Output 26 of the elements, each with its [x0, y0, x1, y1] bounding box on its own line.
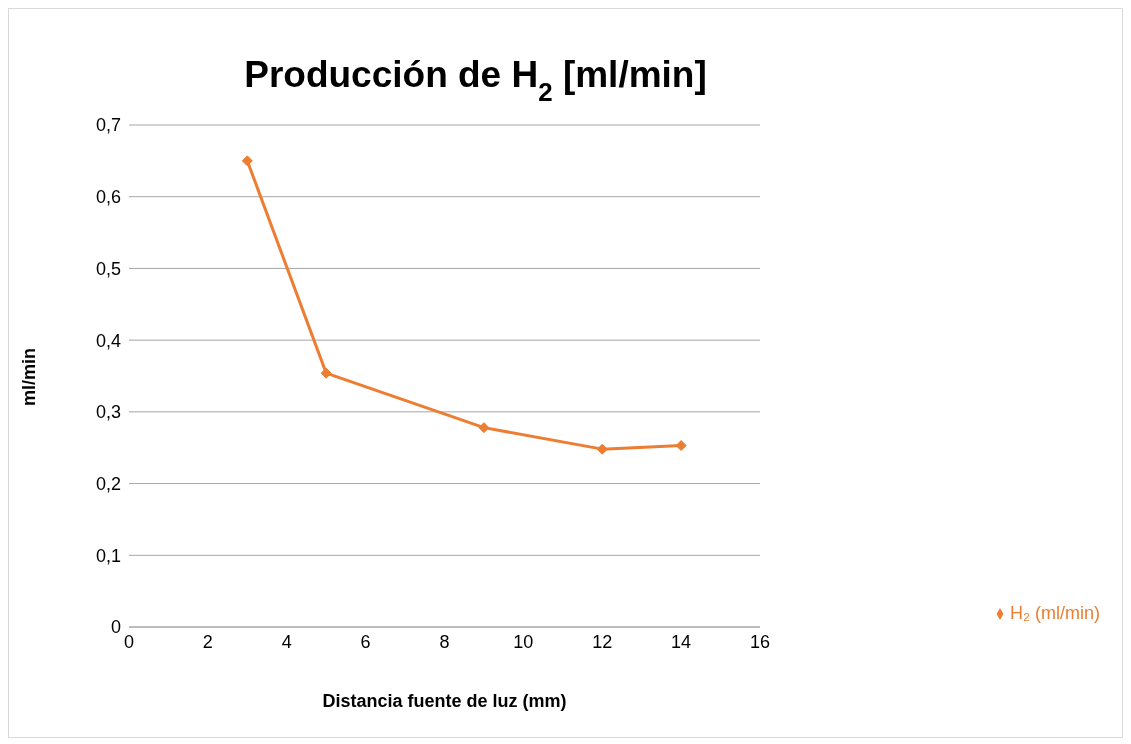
point: [478, 422, 490, 434]
point: [675, 440, 687, 452]
y-tick-label: 0,6: [95, 187, 121, 208]
x-tick-label: 0: [123, 631, 135, 652]
y-tick-label: 0,1: [95, 545, 121, 566]
y-tick-label: 0,3: [95, 402, 121, 423]
point: [320, 367, 332, 379]
x-tick-label: 6: [360, 631, 371, 652]
x-tick-label: 8: [439, 631, 450, 652]
chart-title: Producción de H$_{2}$ [ml/min]: [244, 54, 707, 106]
y-tick-label: 0,2: [95, 473, 121, 494]
point: [241, 155, 253, 167]
y-tick-label: 0,4: [95, 330, 121, 351]
x-axis-title: Distancia fuente de luz (mm): [322, 691, 567, 711]
x-tick-label: 2: [202, 631, 213, 652]
legend-label: H₂ (ml/min): [1010, 603, 1100, 623]
x-tick-label: 16: [750, 631, 771, 652]
y-tick-label: 0,7: [95, 115, 121, 136]
y-tick-label: 0,5: [95, 258, 121, 279]
y-axis-title: ml/min: [19, 347, 40, 406]
x-tick-label: 4: [281, 631, 292, 652]
point: [596, 443, 608, 455]
y-tick-label: 0: [110, 617, 121, 638]
x-tick-label: 12: [592, 631, 613, 652]
x-tick-label: 10: [513, 631, 534, 652]
x-tick-label: 14: [671, 631, 692, 652]
